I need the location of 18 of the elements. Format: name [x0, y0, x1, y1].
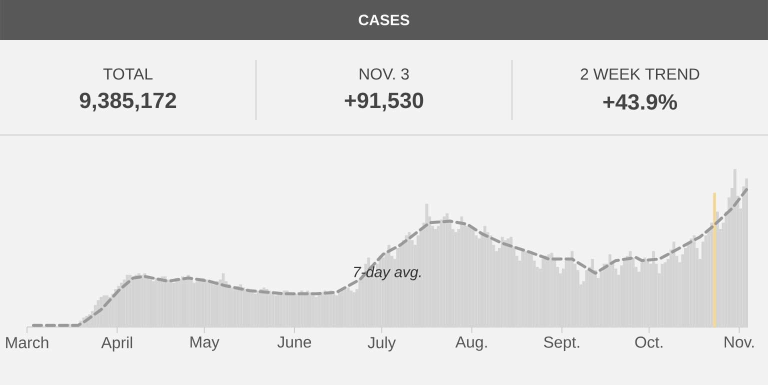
x-tick-label: July: [368, 336, 396, 352]
x-tick-label: Aug.: [455, 336, 487, 351]
chart-title: CASES: [358, 14, 410, 26]
x-tick-label: Nov.: [724, 336, 754, 348]
x-tick-label: April: [101, 336, 132, 352]
annotation: 7-day avg.: [354, 266, 421, 280]
text: +91,530: [344, 92, 424, 112]
x-tick-label: May: [190, 336, 220, 351]
text: NOV. 3: [360, 68, 409, 80]
text: TOTAL: [103, 68, 153, 80]
text: 2 WEEK TREND: [580, 68, 700, 80]
x-tick-label: Sept.: [544, 336, 580, 352]
x-tick-label: June: [277, 336, 312, 348]
bar: [713, 192, 716, 327]
x-tick-label: March: [6, 336, 48, 348]
text: +43.9%: [603, 94, 678, 110]
x-tick-label: Oct.: [635, 336, 662, 348]
text: 9,385,172: [80, 92, 176, 112]
